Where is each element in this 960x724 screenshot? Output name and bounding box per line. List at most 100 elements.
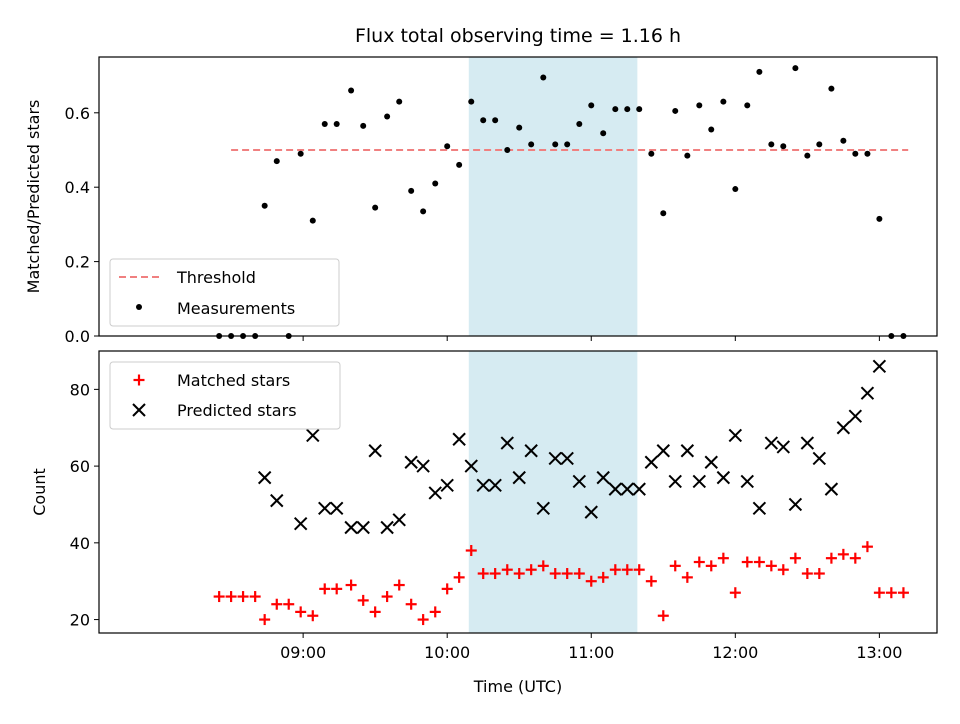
x-stroke <box>752 501 767 516</box>
matched-star-point <box>657 610 669 622</box>
predicted-star-point <box>776 440 790 454</box>
measurement-point <box>792 65 799 72</box>
measurement-point <box>408 187 415 194</box>
matched-star-point <box>501 564 513 576</box>
predicted-star-point <box>860 386 875 400</box>
count-x-tick-label: 12:00 <box>712 643 758 662</box>
x-stroke <box>464 459 478 473</box>
matched-star-point <box>645 575 657 587</box>
matched-star-point <box>393 579 405 591</box>
ratio-y-tick-label: 0.6 <box>65 104 90 123</box>
measurement-point <box>528 141 535 148</box>
measurement-point <box>756 68 763 75</box>
measurement-point <box>840 137 847 144</box>
predicted-star-point <box>476 478 490 492</box>
measurement-point <box>552 141 559 148</box>
predicted-star-point <box>293 516 308 531</box>
measurement-point <box>480 117 487 124</box>
matched-star-point <box>741 556 753 568</box>
matched-star-point <box>561 568 573 580</box>
count-y-tick-label: 80 <box>70 380 90 399</box>
x-stroke <box>644 455 659 469</box>
legend-plus-mark <box>133 374 145 386</box>
legend-predicted-swatch <box>132 403 146 417</box>
matched-star-point <box>525 564 537 576</box>
predicted-star-point <box>692 474 707 489</box>
legend-matched-swatch <box>133 374 145 386</box>
legend-matched-label: Matched stars <box>177 371 290 390</box>
x-stroke <box>572 474 587 489</box>
count-x-ticks: 09:00 10:00 11:00 12:00 13:00 <box>280 633 902 662</box>
predicted-star-point <box>344 520 358 535</box>
predicted-star-point <box>257 470 272 485</box>
count-y-axis-label: Count <box>30 468 49 516</box>
ratio-panel-frame <box>98 56 938 337</box>
measurement-point <box>420 208 427 215</box>
matched-star-point <box>429 606 441 618</box>
matched-star-point <box>753 556 765 568</box>
matched-star-point <box>237 591 249 603</box>
x-axis-label: Time (UTC) <box>473 677 562 696</box>
matched-star-point <box>417 614 429 626</box>
x-stroke <box>608 482 623 496</box>
matched-star-point <box>537 560 549 572</box>
predicted-star-point <box>644 455 659 469</box>
legend-x-mark <box>132 403 146 417</box>
x-stroke <box>584 505 598 519</box>
x-stroke <box>132 403 146 417</box>
count-y-tick-label: 20 <box>70 611 90 630</box>
measurement-point <box>372 204 379 211</box>
count-panel-frame <box>98 350 938 634</box>
predicted-star-point <box>704 455 718 469</box>
measurement-point <box>396 98 403 105</box>
x-stroke <box>620 482 634 496</box>
x-stroke <box>257 470 272 485</box>
x-stroke <box>632 482 646 496</box>
ratio-legend: Threshold Measurements <box>109 258 340 327</box>
x-stroke <box>329 501 344 516</box>
ratio-y-tick-label: 0.2 <box>65 253 90 272</box>
measurement-point <box>576 120 583 127</box>
x-stroke <box>836 421 851 435</box>
legend-threshold-label: Threshold <box>176 268 256 287</box>
measurement-point <box>468 98 475 105</box>
x-stroke <box>488 478 502 492</box>
measurement-point <box>804 152 811 159</box>
x-stroke <box>440 478 454 492</box>
matched-star-point <box>777 564 789 576</box>
predicted-star-point <box>728 428 743 443</box>
predicted-star-point <box>306 428 320 443</box>
x-stroke <box>428 486 442 500</box>
x-stroke <box>704 455 718 469</box>
x-stroke <box>728 428 743 443</box>
measurement-point <box>660 210 667 217</box>
predicted-star-point <box>368 444 382 458</box>
ratio-legend-box <box>109 258 340 327</box>
predicted-star-point <box>596 470 610 485</box>
legend-measurements-swatch <box>136 304 142 310</box>
observing-window-highlight <box>468 57 638 336</box>
matched-star-point <box>259 614 271 626</box>
x-stroke <box>764 436 779 450</box>
matched-star-point <box>621 564 633 576</box>
measurement-point <box>444 143 451 150</box>
measurement-point <box>492 117 499 124</box>
observing-window-highlight-count <box>468 351 638 633</box>
predicted-star-point <box>404 455 418 469</box>
measurement-point <box>624 106 631 113</box>
predicted-star-point <box>800 436 815 450</box>
measurement-point <box>876 215 883 222</box>
matched-star-point <box>573 568 585 580</box>
count-y-tick-label: 40 <box>70 534 90 553</box>
matched-star-point <box>513 568 525 580</box>
x-stroke <box>356 520 370 535</box>
x-stroke <box>548 451 562 466</box>
predicted-star-point <box>428 486 442 500</box>
predicted-star-point <box>500 436 514 450</box>
count-points <box>213 359 909 626</box>
measurement-point <box>564 141 571 148</box>
matched-star-point <box>873 587 885 599</box>
measurement-point <box>720 98 727 105</box>
x-stroke <box>860 386 875 400</box>
predicted-star-point <box>656 444 670 458</box>
